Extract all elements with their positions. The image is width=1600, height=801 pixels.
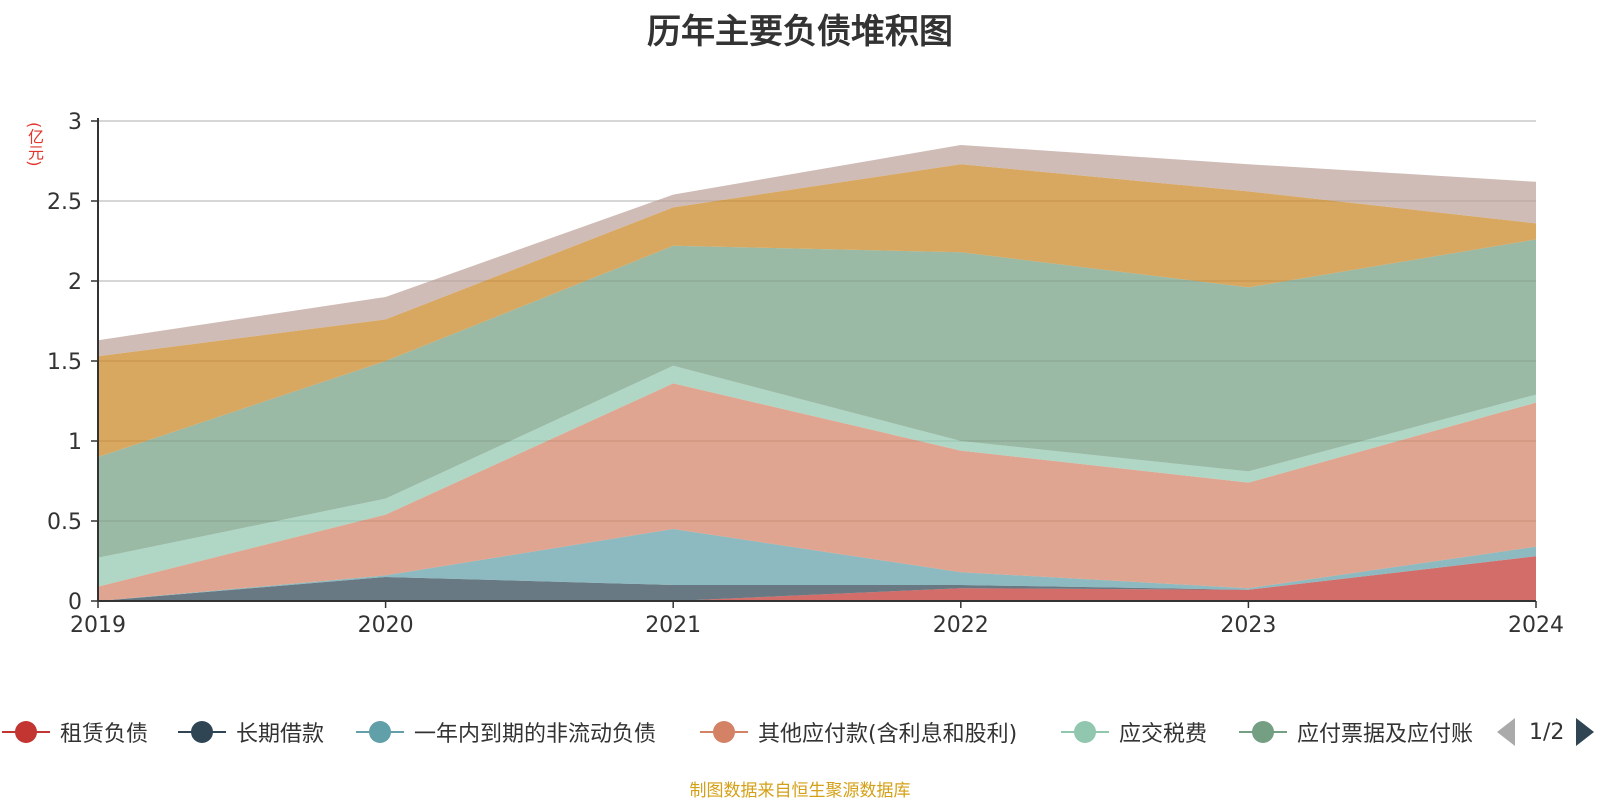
x-tick-label: 2019 [70,613,126,638]
area-series-7[interactable] [98,145,1536,357]
legend-marker-icon [1061,720,1109,744]
legend-item-notes-accounts-payable[interactable]: 应付票据及应付账 [1239,714,1473,750]
area-series-5[interactable] [98,239,1536,558]
legend-marker-icon [2,720,50,744]
y-tick-label: 1 [68,430,82,455]
x-tick-label: 2022 [933,613,989,638]
x-tick-label: 2021 [645,613,701,638]
x-tick-label: 2023 [1220,613,1276,638]
legend-item-current-portion-noncurrent[interactable]: 一年内到期的非流动负债 [356,714,656,750]
legend-item-lease-liabilities[interactable]: 租赁负债 [2,714,148,750]
area-series-6[interactable] [98,164,1536,457]
area-series [98,145,1536,601]
axes: 0 0.5 1 1.5 2 2.5 3 2019 2020 2021 2022 2023 2024 [47,110,1564,638]
legend-label: 长期借款 [236,722,325,747]
legend-item-long-term-borrowings[interactable]: 长期借款 [178,714,324,750]
legend-label: 租赁负债 [60,722,149,747]
legend-marker-icon [1239,720,1287,744]
legend-label: 一年内到期的非流动负债 [414,722,657,747]
y-tick-label: 0.5 [47,510,82,535]
legend-marker-icon [700,720,748,744]
y-tick-label: 3 [68,110,82,135]
legend-label: 其他应付款(含利息和股利) [758,722,1018,747]
x-tick-label: 2020 [358,613,414,638]
y-axis-unit: (亿元) [25,122,44,167]
legend: 租赁负债 长期借款 一年内到期的非流动负债 其他应付款(含利息和股利) 应交税费… [0,714,1600,750]
area-series-1[interactable] [98,556,1536,601]
legend-marker-icon [178,720,226,744]
legend-page-indicator: 1/2 [1529,719,1565,745]
stacked-area-plot: 0 0.5 1 1.5 2 2.5 3 2019 2020 2021 2022 2023 2024 [47,110,1564,638]
area-series-2[interactable] [98,529,1536,601]
y-tick-label: 1.5 [47,350,82,375]
legend-pager: 1/2 [1497,714,1595,750]
y-tick-label: 2 [68,270,82,295]
legend-prev-page-icon[interactable] [1497,718,1515,746]
legend-item-taxes-payable[interactable]: 应交税费 [1061,714,1207,750]
area-series-0[interactable] [98,556,1536,601]
y-tick-label: 2.5 [47,190,82,215]
chart-title: 历年主要负债堆积图 [647,12,953,52]
area-series-3[interactable] [98,383,1536,601]
legend-label: 应付票据及应付账 [1297,722,1474,747]
legend-item-other-payables[interactable]: 其他应付款(含利息和股利) [700,714,1017,750]
source-note: 制图数据来自恒生聚源数据库 [689,781,911,801]
area-series-4[interactable] [98,365,1536,587]
legend-next-page-icon[interactable] [1576,718,1595,746]
y-tick-label: 0 [68,590,82,615]
legend-label: 应交税费 [1119,722,1208,747]
legend-marker-icon [356,720,404,744]
x-tick-label: 2024 [1508,613,1564,638]
